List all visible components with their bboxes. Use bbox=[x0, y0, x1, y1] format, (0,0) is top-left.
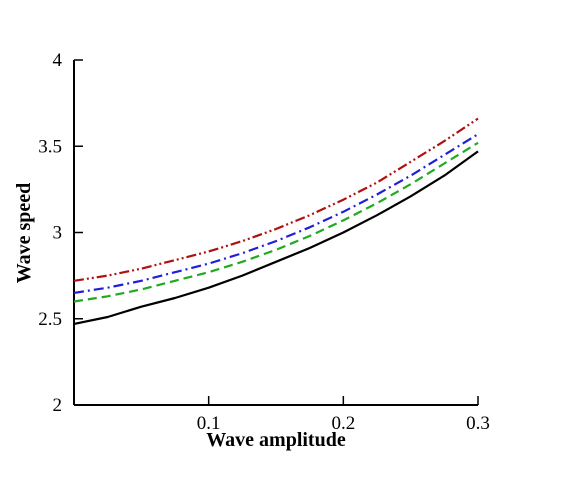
y-tick-label: 3 bbox=[53, 223, 63, 244]
y-tick-label: 4 bbox=[53, 50, 63, 71]
series-line-2 bbox=[73, 141, 479, 303]
y-tick-label: 3.5 bbox=[38, 136, 62, 157]
x-tick-label: 0.2 bbox=[331, 413, 355, 434]
x-tick-label: 0.3 bbox=[466, 413, 490, 434]
x-axis-title: Wave amplitude bbox=[206, 429, 346, 451]
series-layer bbox=[73, 117, 479, 325]
series-line-1 bbox=[73, 150, 479, 325]
y-tick-label: 2 bbox=[53, 395, 63, 416]
series-line-4 bbox=[73, 117, 479, 282]
axis-ticks: 2 2.5 3 3.5 4 0.1 0.2 0.3 bbox=[38, 50, 490, 434]
series-line-3 bbox=[73, 133, 479, 294]
y-axis-title: Wave speed bbox=[13, 183, 35, 284]
y-tick-label: 2.5 bbox=[38, 309, 62, 330]
x-tick-label: 0.1 bbox=[197, 413, 221, 434]
